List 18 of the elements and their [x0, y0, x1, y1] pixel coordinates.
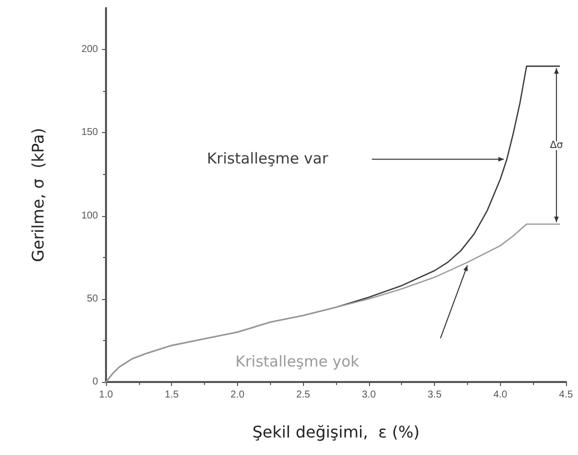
x-tick-label: 4.0: [493, 390, 508, 400]
x-tick-label: 4.5: [559, 390, 574, 400]
y-tick-label: 0: [92, 376, 98, 388]
x-tick-label: 3.5: [428, 390, 442, 400]
line-series: [105, 223, 560, 383]
x-tick-label: 1.5: [164, 390, 180, 400]
y-tick-label: 100: [81, 210, 98, 222]
x-tick-label: 2.0: [230, 390, 245, 400]
y-axis-title: Gerilme, σ (kPa): [28, 128, 48, 262]
text: Kristalleşme var: [206, 149, 329, 168]
y-tick-label: 50: [86, 293, 98, 304]
x-tick-label: 2.5: [296, 390, 311, 400]
x-axis-title: Şekil değişimi, ε (%): [252, 422, 420, 442]
y-tick-label: 150: [81, 127, 98, 138]
series-label: Kristalleşme yok: [235, 352, 360, 370]
y-tick-label: 200: [81, 44, 98, 56]
x-tick-label: 1.0: [99, 390, 114, 400]
x-tick-label: 3.0: [362, 390, 376, 400]
